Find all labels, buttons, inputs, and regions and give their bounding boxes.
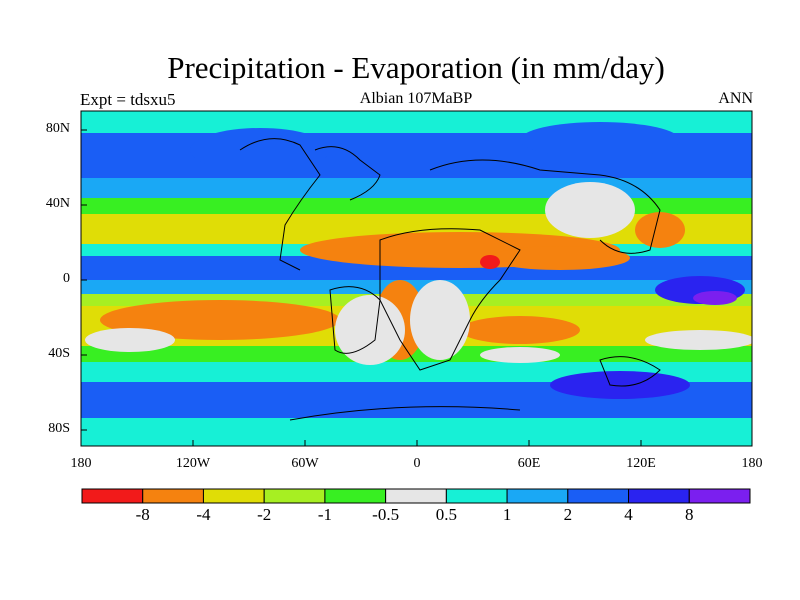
lat-label-40n: 40N xyxy=(45,196,70,211)
lon-label-60w: 60W xyxy=(291,456,319,471)
land-east-pacific xyxy=(645,330,752,350)
wet-max xyxy=(693,291,737,305)
wet-north-america xyxy=(190,128,330,172)
lat-label-40s: 40S xyxy=(48,346,70,361)
colorbar-label: -1 xyxy=(317,505,332,524)
wet-south-ocean xyxy=(550,371,690,399)
lat-label-80n: 80N xyxy=(45,121,70,136)
colorbar-swatch xyxy=(567,488,630,504)
lon-label-180e: 180 xyxy=(741,456,763,471)
colorbar-label: 4 xyxy=(624,505,633,524)
colorbar-swatch xyxy=(506,488,569,504)
lat-label-80s: 80S xyxy=(48,421,70,436)
land-north-africa xyxy=(545,182,635,238)
experiment-label: Expt = tdsxu5 xyxy=(80,90,176,109)
axis-ticks xyxy=(80,129,753,446)
colorbar-label: -2 xyxy=(257,505,272,524)
dry-pacific-south xyxy=(100,300,340,340)
wet-eurasia xyxy=(520,122,680,158)
band-south-edge xyxy=(81,346,752,362)
land-indian xyxy=(480,347,560,363)
land-pacific-south xyxy=(85,328,175,352)
lon-label-120e: 120E xyxy=(626,456,656,471)
colorbar-swatch xyxy=(81,488,144,504)
season-label: ANN xyxy=(718,90,753,107)
chart-title: Precipitation - Evaporation (in mm/day) xyxy=(167,50,665,85)
colorbar xyxy=(81,488,751,504)
lon-label-0: 0 xyxy=(413,456,421,471)
colorbar-label: 1 xyxy=(502,505,512,524)
coastlines xyxy=(239,138,661,421)
land-south-america xyxy=(335,295,405,365)
band-itcz-edge-s xyxy=(81,280,752,294)
colorbar-label: -0.5 xyxy=(372,505,400,524)
colorbar-label: 2 xyxy=(563,505,573,524)
band-north-moist xyxy=(81,178,752,198)
dry-east-asia xyxy=(635,212,685,248)
contour-field xyxy=(81,111,752,446)
colorbar-swatch xyxy=(142,488,204,504)
colorbar-swatch xyxy=(263,488,326,504)
colorbar-swatch xyxy=(324,488,387,504)
colorbar-label: -4 xyxy=(196,505,211,524)
band-north-transition xyxy=(81,198,752,214)
land-africa-south xyxy=(410,280,470,360)
colorbar-swatch xyxy=(628,488,690,504)
colorbar-swatch xyxy=(688,488,751,504)
lon-label-60e: 60E xyxy=(517,456,541,471)
lon-label-120w: 120W xyxy=(175,456,211,471)
lon-label-180w: 180 xyxy=(70,456,92,471)
period-label: Albian 107MaBP xyxy=(359,90,473,107)
colorbar-swatch xyxy=(445,488,508,504)
colorbar-swatch xyxy=(202,488,265,504)
colorbar-swatch xyxy=(385,488,447,504)
colorbar-label: -8 xyxy=(135,505,150,524)
max-dry-spot xyxy=(480,255,500,269)
colorbar-label: 8 xyxy=(685,505,694,524)
dry-south-indian xyxy=(460,316,580,344)
colorbar-label: 0.5 xyxy=(435,505,457,524)
dry-asia xyxy=(490,246,630,270)
lat-label-0: 0 xyxy=(63,271,70,286)
